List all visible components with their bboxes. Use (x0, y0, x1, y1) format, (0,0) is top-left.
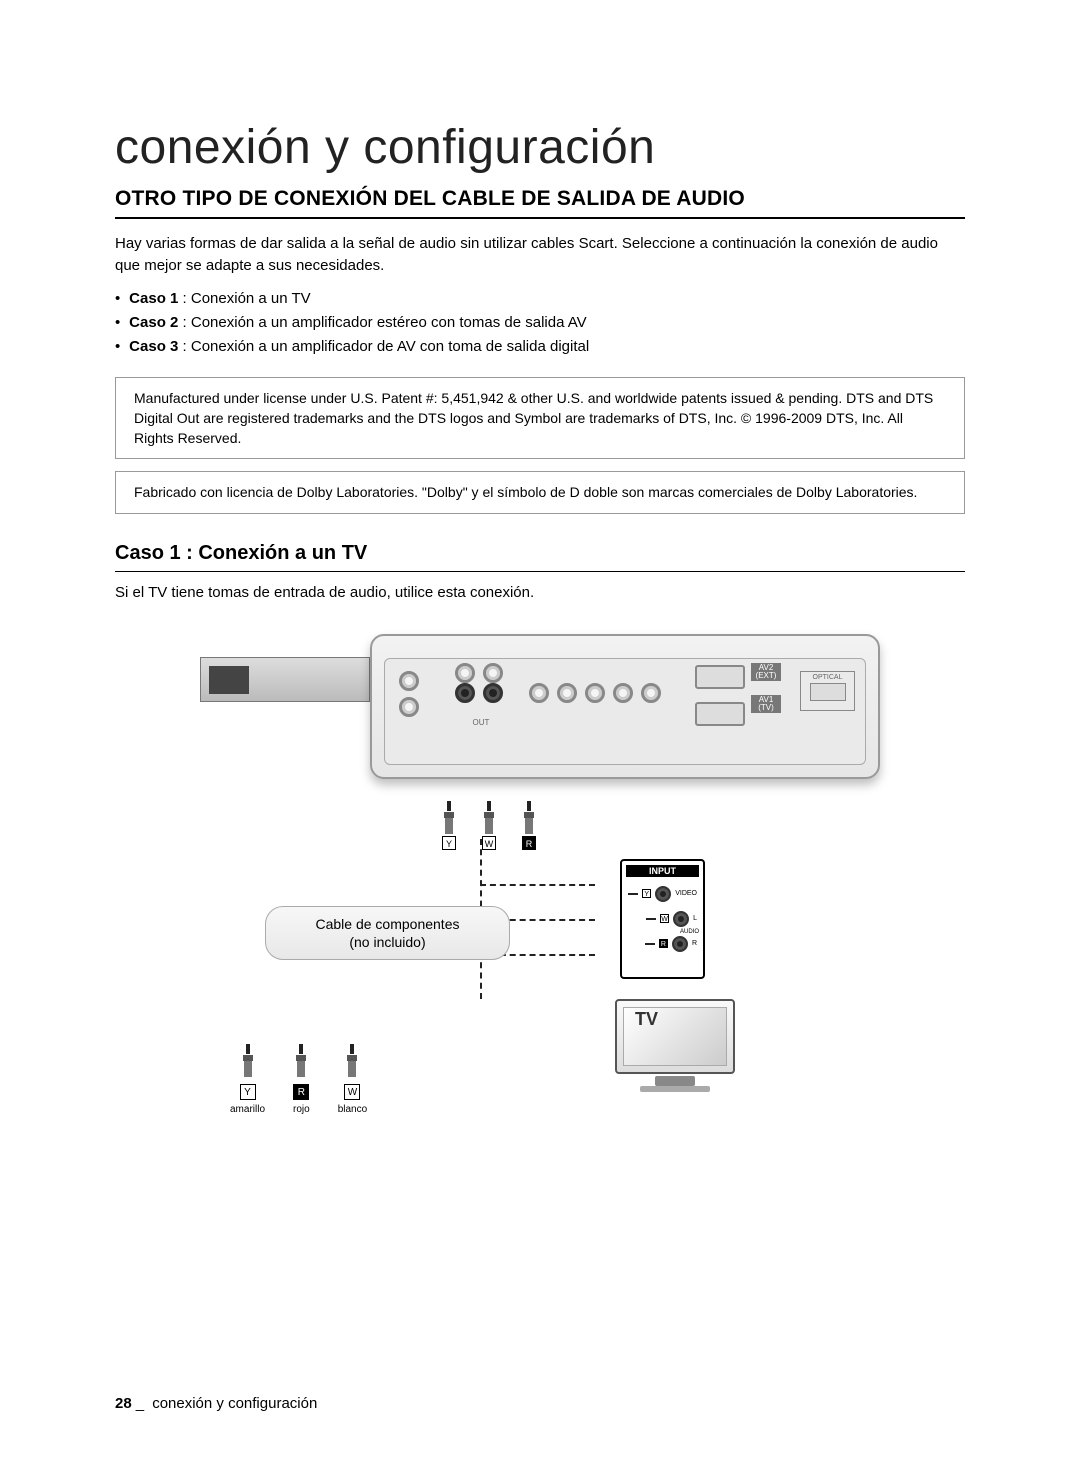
notice-dolby: Fabricado con licencia de Dolby Laborato… (115, 471, 965, 513)
plug-y: Y (440, 801, 458, 850)
antenna-ports (395, 671, 423, 717)
input-title: INPUT (626, 865, 699, 877)
page-title: conexión y configuración (115, 120, 965, 175)
device-icon (200, 657, 370, 702)
av2-label: AV2 (EXT) (751, 663, 781, 681)
case1-heading: Caso 1 : Conexión a un TV (115, 542, 965, 572)
legend-item-y: Y amarillo (230, 1044, 265, 1115)
plug-w: W (480, 801, 498, 850)
audio-out-ports: OUT (451, 663, 507, 703)
tv-icon (615, 999, 735, 1092)
scart-ports: AV2 (EXT) AV1 (TV) (695, 665, 745, 731)
component-ports (525, 683, 665, 703)
case-list: • Caso 1 : Conexión a un TV • Caso 2 : C… (115, 287, 965, 359)
case-item: • Caso 2 : Conexión a un amplificador es… (115, 311, 965, 335)
legend-item-r: R rojo (293, 1044, 310, 1115)
input-video-row: Y VIDEO (626, 886, 699, 902)
connection-diagram: OUT AV2 (EXT) AV1 (TV) OPTICAL (200, 629, 880, 1129)
cable-line-horizontal (480, 884, 595, 886)
case-item: • Caso 1 : Conexión a un TV (115, 287, 965, 311)
cable-plugs-top: Y W R (440, 801, 538, 850)
notice-dts: Manufactured under license under U.S. Pa… (115, 377, 965, 460)
case1-text: Si el TV tiene tomas de entrada de audio… (115, 584, 965, 601)
av1-label: AV1 (TV) (751, 695, 781, 713)
optical-label: OPTICAL (801, 674, 854, 681)
manual-page: conexión y configuración OTRO TIPO DE CO… (0, 0, 1080, 1472)
optical-port: OPTICAL (800, 671, 855, 711)
plug-r: R (520, 801, 538, 850)
intro-paragraph: Hay varias formas de dar salida a la señ… (115, 233, 965, 277)
cable-label-pill: Cable de componentes (no incluido) (265, 906, 510, 960)
section-heading: OTRO TIPO DE CONEXIÓN DEL CABLE DE SALID… (115, 187, 965, 219)
audio-label: AUDIO (680, 929, 699, 935)
input-audio-r-row: R R (626, 936, 699, 952)
page-footer: 28_ conexión y configuración (115, 1395, 317, 1412)
legend-item-w: W blanco (338, 1044, 367, 1115)
case-item: • Caso 3 : Conexión a un amplificador de… (115, 335, 965, 359)
tv-input-panel: INPUT Y VIDEO W L R R AUDIO (620, 859, 705, 979)
color-legend: Y amarillo R rojo W blanco (230, 1044, 367, 1115)
rear-panel: OUT AV2 (EXT) AV1 (TV) OPTICAL (370, 634, 880, 779)
panel-inner: OUT AV2 (EXT) AV1 (TV) OPTICAL (384, 658, 866, 765)
input-audio-l-row: W L (626, 911, 699, 927)
out-label: OUT (451, 719, 511, 727)
